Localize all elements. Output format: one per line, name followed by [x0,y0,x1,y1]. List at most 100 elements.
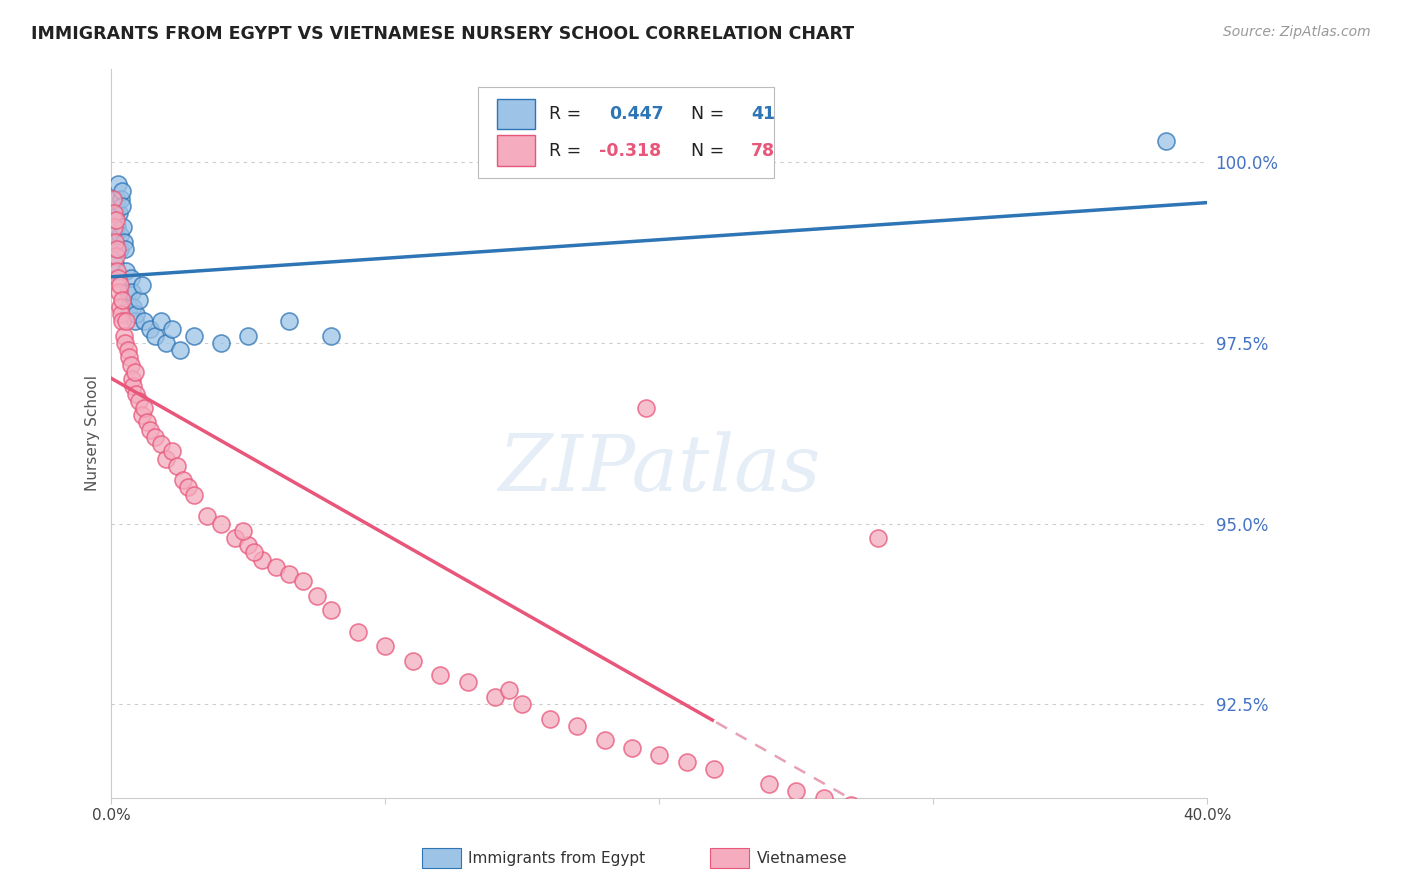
Point [143,328,166,343]
Y-axis label: Nursery School: Nursery School [86,376,100,491]
Point [111,293,134,307]
Point [108,227,131,242]
Point [136,416,159,430]
Point [134,314,156,328]
Point [112,328,135,343]
Point [112,235,135,249]
Point [107,177,129,191]
Point [319,328,342,343]
Point [510,697,533,711]
Point [118,300,141,314]
Point [103,242,125,256]
Point [149,437,172,451]
Point [183,488,205,502]
Point [172,473,194,487]
Point [139,423,162,437]
Point [115,314,138,328]
Point [278,567,301,582]
Point [128,393,150,408]
Point [101,264,124,278]
Point [124,365,146,379]
Point [839,798,862,813]
Point [124,314,146,328]
Point [243,545,266,559]
Point [278,314,301,328]
Point [111,184,134,198]
Point [121,372,143,386]
Point [593,733,616,747]
Point [1142,863,1164,878]
Point [484,690,506,704]
Point [118,351,141,365]
Point [108,300,131,314]
Point [105,206,128,220]
Point [111,314,134,328]
Text: N =: N = [681,142,730,160]
Text: 41: 41 [751,105,776,123]
FancyBboxPatch shape [498,99,536,129]
Text: Vietnamese: Vietnamese [756,851,846,865]
Point [117,285,139,300]
Point [675,755,697,769]
Point [347,624,370,639]
Point [703,762,725,776]
Point [104,213,127,227]
Point [114,242,136,256]
Point [139,321,162,335]
Point [374,640,396,654]
Point [868,805,890,820]
Point [457,675,479,690]
Point [117,343,139,358]
Point [104,256,127,270]
Point [143,430,166,444]
Point [209,516,232,531]
Point [319,603,342,617]
Point [107,242,129,256]
Point [107,271,129,285]
Point [105,249,128,263]
Text: Immigrants from Egypt: Immigrants from Egypt [468,851,645,865]
Text: Source: ZipAtlas.com: Source: ZipAtlas.com [1223,25,1371,39]
Point [758,776,780,790]
Point [538,712,561,726]
Text: N =: N = [681,105,730,123]
Point [131,409,153,423]
Text: IMMIGRANTS FROM EGYPT VS VIETNAMESE NURSERY SCHOOL CORRELATION CHART: IMMIGRANTS FROM EGYPT VS VIETNAMESE NURS… [31,25,853,43]
Point [292,574,315,589]
Point [922,820,945,834]
Point [648,747,671,762]
Point [634,401,657,415]
Point [128,293,150,307]
Point [125,386,148,401]
Point [108,285,131,300]
Point [183,328,205,343]
Point [105,264,128,278]
Point [264,560,287,574]
Point [125,307,148,321]
Point [108,206,131,220]
Point [103,213,125,227]
Text: R =: R = [548,105,586,123]
Point [115,264,138,278]
Point [114,336,136,351]
Point [813,791,835,805]
Point [238,538,260,552]
Point [232,524,254,538]
Point [122,300,145,314]
Point [565,719,588,733]
Point [177,480,200,494]
Point [402,654,425,668]
Point [111,220,134,235]
Text: ZIPatlas: ZIPatlas [498,432,821,508]
Point [169,343,191,358]
Point [1032,841,1054,855]
Point [868,531,890,545]
Point [134,401,156,415]
Point [105,192,128,206]
Point [110,192,132,206]
Point [1197,878,1219,892]
Point [224,531,246,545]
FancyBboxPatch shape [498,136,536,166]
Point [785,784,807,798]
Point [104,235,127,249]
